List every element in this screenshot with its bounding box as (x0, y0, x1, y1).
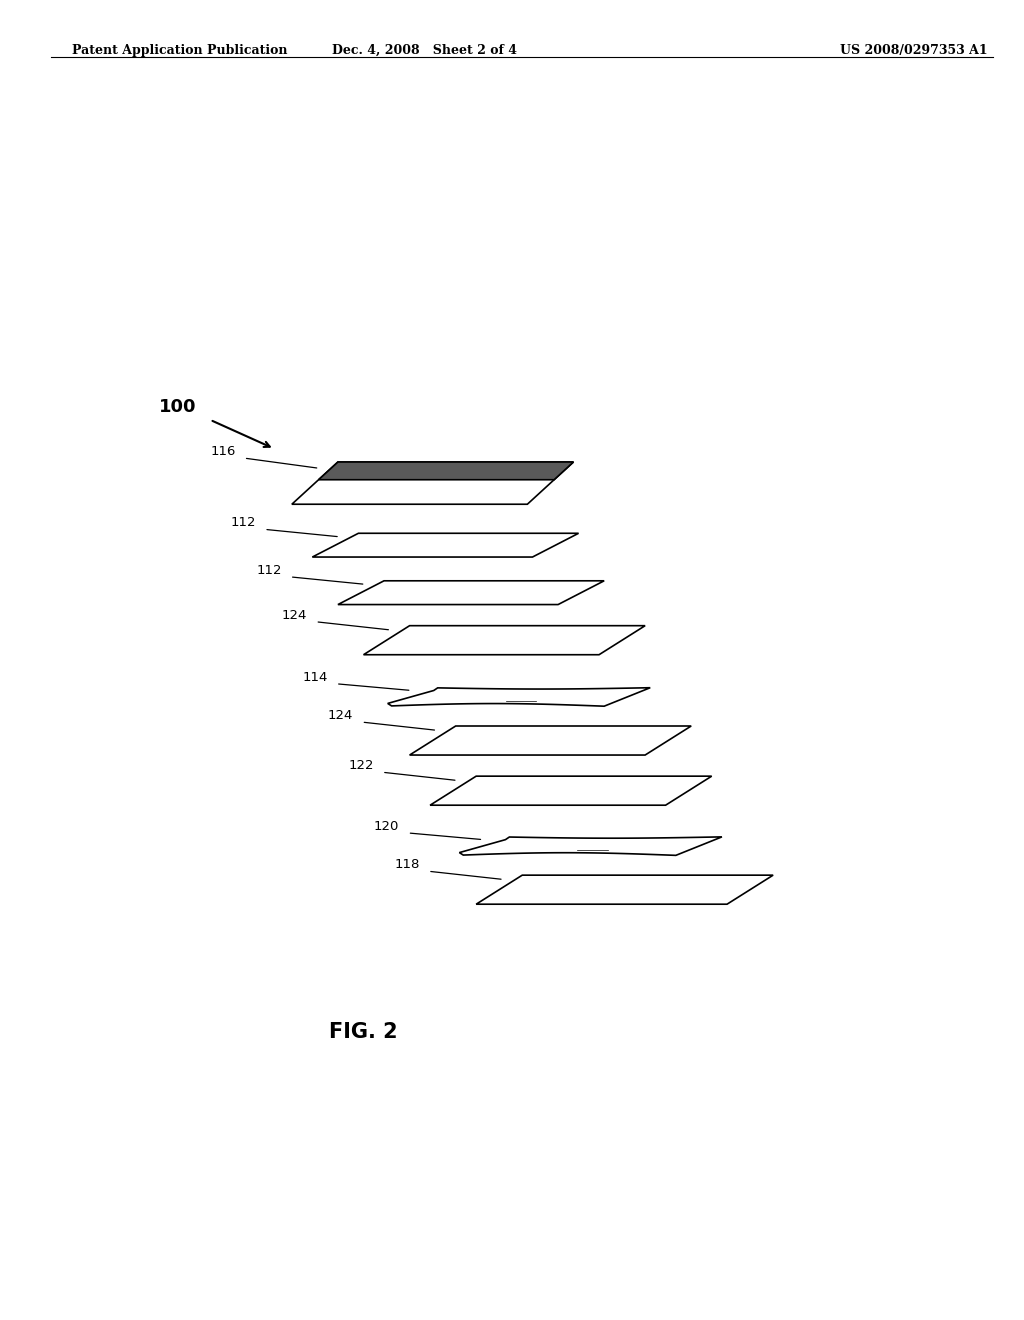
Polygon shape (318, 462, 573, 479)
Text: 122: 122 (348, 759, 374, 772)
Polygon shape (460, 837, 722, 855)
Polygon shape (388, 688, 650, 706)
Text: 124: 124 (282, 609, 307, 622)
Polygon shape (410, 726, 691, 755)
Polygon shape (364, 626, 645, 655)
Polygon shape (430, 776, 712, 805)
Text: Dec. 4, 2008   Sheet 2 of 4: Dec. 4, 2008 Sheet 2 of 4 (333, 44, 517, 57)
Text: 112: 112 (256, 564, 282, 577)
Polygon shape (338, 581, 604, 605)
Text: 118: 118 (394, 858, 420, 871)
Text: 116: 116 (210, 445, 236, 458)
Text: 112: 112 (230, 516, 256, 529)
Text: FIG. 2: FIG. 2 (329, 1022, 398, 1043)
Text: US 2008/0297353 A1: US 2008/0297353 A1 (840, 44, 987, 57)
Text: Patent Application Publication: Patent Application Publication (72, 44, 287, 57)
Polygon shape (312, 533, 579, 557)
Text: 100: 100 (159, 397, 197, 416)
Text: 120: 120 (374, 820, 399, 833)
Polygon shape (292, 462, 573, 504)
Text: 124: 124 (328, 709, 353, 722)
Polygon shape (476, 875, 773, 904)
Text: 114: 114 (302, 671, 328, 684)
